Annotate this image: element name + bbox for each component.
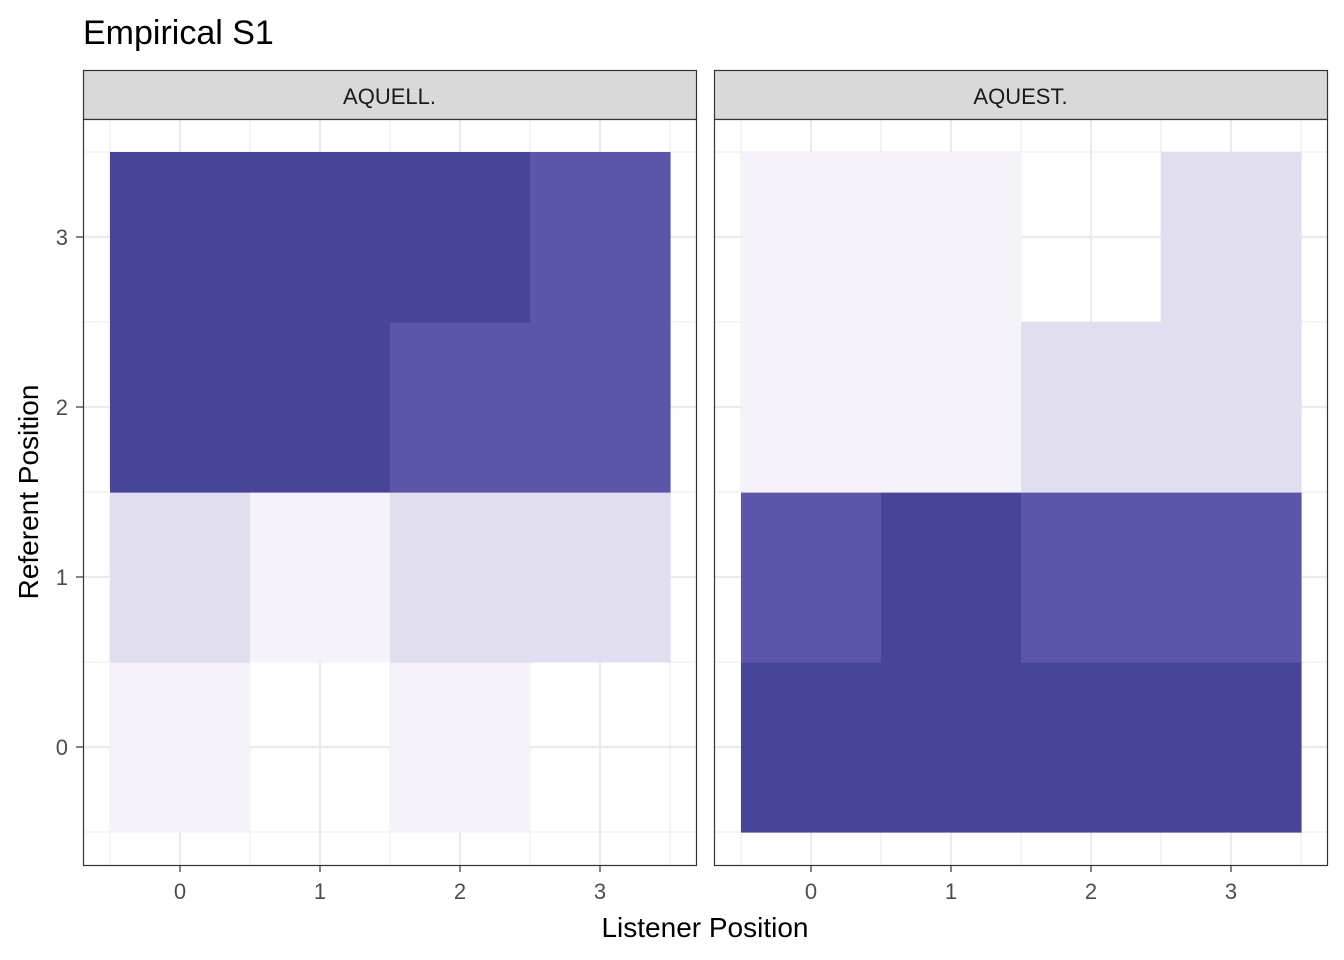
heatmap-tile <box>1161 662 1302 833</box>
heatmap-tile <box>110 492 251 663</box>
heatmap-tile <box>110 322 251 493</box>
facet-panel: AQUEST. 0 1 2 3 <box>713 69 1329 904</box>
heatmap-tile <box>1021 662 1162 833</box>
panel-border <box>713 118 1329 867</box>
y-tick-label: 2 <box>56 395 68 420</box>
facet-strip <box>713 69 1329 121</box>
heatmap-tile <box>390 322 531 493</box>
heatmap-tile <box>741 492 882 663</box>
heatmap-tile <box>741 152 882 323</box>
facet-panels: AQUELL. 0 1 2 3 0 1 2 3 AQUEST. 0 1 2 3 <box>56 69 1329 904</box>
x-tick-label: 1 <box>945 879 957 904</box>
heatmap-tile <box>530 152 671 323</box>
heatmap-tile <box>881 492 1022 663</box>
x-tick-label: 0 <box>174 879 186 904</box>
heatmap-tile <box>390 152 531 323</box>
facet-strip <box>82 69 698 121</box>
heatmap-tile <box>1161 152 1302 323</box>
y-tick-label: 0 <box>56 735 68 760</box>
heatmap-tile <box>390 492 531 663</box>
heatmap-tile <box>741 662 882 833</box>
y-tick-label: 1 <box>56 565 68 590</box>
y-tick-label: 3 <box>56 225 68 250</box>
x-axis-label: Listener Position <box>601 912 808 943</box>
tiles <box>110 152 671 833</box>
heatmap-tile <box>530 322 671 493</box>
x-tick-label: 1 <box>314 879 326 904</box>
heatmap-tile <box>741 322 882 493</box>
heatmap-tile <box>1161 322 1302 493</box>
x-tick-label: 3 <box>594 879 606 904</box>
heatmap-tile <box>110 152 251 323</box>
heatmap-tile <box>110 662 251 833</box>
panel-border <box>82 118 698 867</box>
x-tick-label: 2 <box>1085 879 1097 904</box>
y-axis-label: Referent Position <box>13 385 44 600</box>
x-tick-label: 3 <box>1225 879 1237 904</box>
heatmap-tile <box>881 152 1022 323</box>
heatmap-tile <box>250 152 391 323</box>
heatmap-tile <box>881 662 1022 833</box>
facet-panel: AQUELL. 0 1 2 3 0 1 2 3 <box>56 69 698 904</box>
chart-title: Empirical S1 <box>83 14 274 52</box>
facet-strip-label: AQUEST. <box>973 84 1067 109</box>
tiles <box>741 152 1302 833</box>
heatmap-tile <box>1161 492 1302 663</box>
x-tick-label: 2 <box>454 879 466 904</box>
heatmap-tile <box>530 492 671 663</box>
heatmap-tile <box>881 322 1022 493</box>
heatmap-tile <box>1021 322 1162 493</box>
heatmap-tile <box>390 662 531 833</box>
heatmap-tile <box>1021 492 1162 663</box>
heatmap-tile <box>250 322 391 493</box>
facet-strip-label: AQUELL. <box>343 84 436 109</box>
x-tick-label: 0 <box>805 879 817 904</box>
heatmap-tile <box>250 492 391 663</box>
